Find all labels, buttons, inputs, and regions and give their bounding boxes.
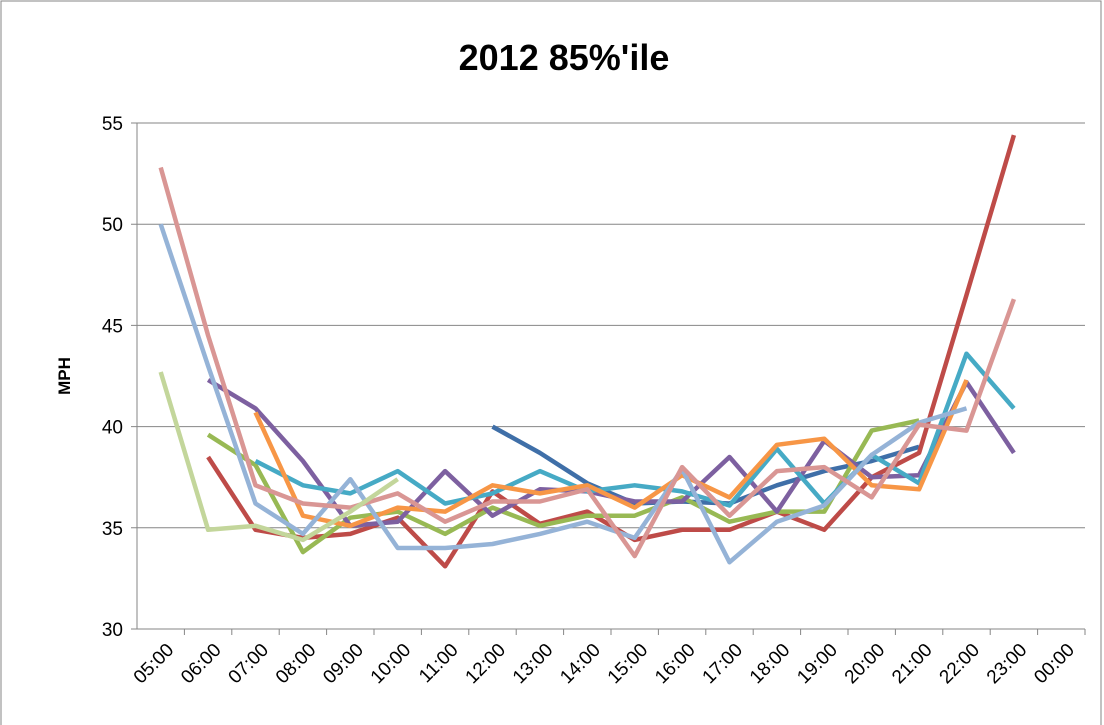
y-tick-label: 45 (102, 316, 123, 337)
y-tick-label: 40 (102, 418, 123, 439)
series-line (491, 424, 920, 506)
y-tick-label: 30 (102, 620, 123, 641)
chart-title: 2012 85%'ile (459, 37, 670, 78)
series-line (158, 371, 399, 543)
y-tick-label: 50 (102, 215, 123, 236)
series-line (158, 223, 968, 565)
series-line (158, 166, 1017, 559)
series-line (254, 351, 1016, 508)
y-axis-label: MPH (55, 357, 74, 395)
y-tick-label: 35 (102, 519, 123, 540)
y-tick-label: 55 (102, 114, 123, 135)
